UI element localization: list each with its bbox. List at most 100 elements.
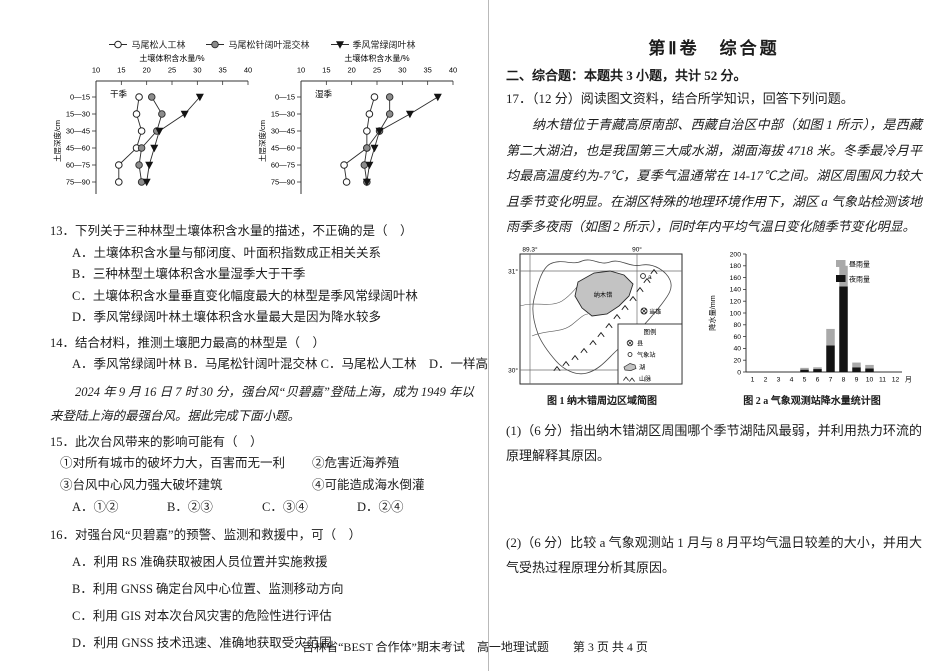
question-13-option-b: B．三种林型土壤体积含水量湿季大于干季 [72, 267, 306, 281]
lake-label: 纳木错 [594, 291, 613, 299]
question-16-stem: 16．对强台风“贝碧嘉”的预警、监测和救援中，可（ ） [50, 528, 362, 542]
x-tick-label: 30 [193, 66, 201, 75]
question-15-item-3: ③台风中心风力强大破坏建筑 [60, 477, 223, 492]
x-tick-label: 25 [168, 66, 176, 75]
month-label: 7 [829, 376, 833, 383]
marker-open-circle [115, 178, 123, 186]
question-15-item-4: ④可能造成海水倒灌 [312, 477, 425, 492]
figure-2-chart: 0 20 40 60 80 100 120 140 160 180 200 降水量/mm 1 2 3 4 5 6 7… [706, 244, 918, 408]
y-tick-label: 100 [730, 310, 742, 317]
longitude-label-2: 90° [632, 245, 642, 253]
depth-tick-label: 30—45 [66, 127, 90, 136]
month-label: 3 [777, 376, 781, 383]
marker-filled-triangle [195, 93, 204, 102]
marker-open-circle [132, 110, 141, 118]
map-legend-title: 图例 [644, 327, 657, 336]
legend-night-swatch [836, 274, 846, 282]
page-footer: 吉林省“BEST 合作体”期末考试 高一地理试题 第 3 页 共 4 页 [302, 640, 648, 654]
bar-night-rain [852, 366, 861, 372]
question-14-options: A．季风常绿阔叶林 B．马尾松针阔叶混交林 C．马尾松人工林 D．一样高 [72, 357, 488, 371]
question-15-stem: 15．此次台风带来的影响可能有（ ） [50, 434, 263, 449]
x-tick-label: 15 [117, 66, 125, 75]
question-13-option-a: A．土壤体积含水量与郁闭度、叶面积指数成正相关关系 [72, 245, 382, 260]
marker-open-circle [363, 127, 371, 135]
x-tick-label: 40 [244, 66, 252, 75]
question-17-figures: 89.3° 90° 31° 30° 纳木错 a [506, 244, 922, 408]
part-ii-title: 第Ⅱ卷 综合题 [648, 39, 780, 58]
legend-label: 马尾松人工林 [131, 40, 186, 50]
figure-1-map: 89.3° 90° 31° 30° 纳木错 a [506, 244, 698, 408]
series-line [343, 96, 375, 183]
namco-region-map: 89.3° 90° 31° 30° 纳木错 a [508, 245, 683, 384]
x-axis-title: 土壤体积含水量/% [139, 53, 204, 63]
bar-day-rain [800, 367, 809, 370]
bar-night-rain [800, 369, 809, 372]
marker-filled-triangle [362, 178, 371, 187]
depth-tick-label: 60—75 [271, 161, 295, 170]
mountain-mark [605, 322, 613, 328]
marker-filled-circle [137, 144, 146, 152]
marker-filled-circle [147, 93, 156, 101]
x-tick-label: 35 [423, 66, 431, 75]
x-axis-title: 土壤体积含水量/% [344, 53, 409, 63]
question-16: 16．对强台风“贝碧嘉”的预警、监测和救援中，可（ ） A．利用 RS 准确获取… [50, 522, 474, 657]
soil-moisture-chart-wet-season: 土壤体积含水量/% 10 15 20 25 30 35 40 0—15 15—30 30—45 45—… [257, 53, 457, 194]
month-label: 4 [790, 376, 794, 383]
y-axis-title: 降水量/mm [708, 295, 717, 331]
question-17-header: 17．（12 分）阅读图文资料，结合所学知识，回答下列问题。 [506, 91, 854, 106]
mountain-mark [589, 339, 597, 345]
legend-station-icon [627, 351, 633, 357]
legend-day-label: 昼雨量 [849, 260, 870, 268]
legend-label: 马尾松针阔叶混交林 [228, 40, 310, 50]
soil-moisture-figure: 马尾松人工林 马尾松针阔叶混交林 季风常绿阔叶林 土壤体积含水量/% 10 15 20 25… [50, 38, 474, 213]
marker-filled-triangle [370, 144, 379, 153]
marker-filled-triangle [155, 127, 164, 136]
y-tick-label: 80 [733, 322, 741, 329]
question-16-option-b: B．利用 GNSS 确定台风中心位置、监测移动方向 [72, 582, 344, 596]
figure-2-caption: 图 2 a 气象观测站降水量统计图 [743, 395, 881, 407]
legend-lake-icon [623, 362, 637, 371]
legend-county-icon [626, 339, 634, 346]
legend-mountain-icon [623, 375, 635, 382]
marker-open-circle [114, 40, 123, 49]
question-15: 15．此次台风带来的影响可能有（ ） ①对所有城市的破坏力大，百害而无一利 ②危… [50, 432, 474, 519]
latitude-label-1: 31° [508, 267, 518, 275]
question-13-stem: 13．下列关于三种林型土壤体积含水量的描述，不正确的是（ ） [50, 224, 413, 238]
mountain-mark [562, 360, 570, 366]
question-15-options: A．①② B．②③ C．③④ D．②④ [50, 496, 474, 518]
marker-filled-triangle [335, 41, 344, 49]
marker-filled-triangle [145, 161, 154, 170]
marker-open-circle [137, 127, 146, 135]
question-14-stem: 14．结合材料，推测土壤肥力最高的林型是（ ） [50, 335, 326, 350]
marker-filled-triangle [405, 110, 414, 119]
question-16-option-a: A．利用 RS 准确获取被困人员位置并实施救援 [72, 555, 328, 569]
mountain-mark [613, 313, 621, 319]
depth-tick-label: 45—60 [271, 144, 295, 153]
depth-tick-label: 15—30 [271, 110, 295, 119]
question-13-option-d: D．季风常绿阔叶林土壤体积含水量最大是因为降水较多 [72, 310, 382, 324]
question-17-passage: 纳木错位于青藏高原南部、西藏自治区中部（如图 1 所示），是西藏第二大湖泊，也是… [506, 117, 923, 234]
marker-filled-triangle [375, 127, 384, 136]
legend-county-label: 县 [637, 340, 643, 347]
y-tick-label: 0 [737, 369, 741, 376]
bar-day-rain [852, 362, 861, 367]
x-tick-label: 10 [297, 66, 305, 75]
filled-triangle-legend-icon [330, 41, 349, 49]
marker-filled-circle [363, 144, 371, 152]
month-label: 10 [866, 376, 874, 383]
depth-tick-label: 0—15 [275, 93, 295, 102]
marker-open-circle [370, 93, 379, 101]
legend-item: 马尾松人工林 [108, 38, 185, 51]
column-divider [488, 0, 489, 671]
month-unit-label: 月 [905, 375, 912, 383]
mountain-range [553, 268, 658, 371]
month-label: 1 [751, 376, 755, 383]
county-icon [640, 307, 648, 314]
y-axis-title: 土层深度/cm [52, 120, 62, 162]
question-15-option-d: D．②④ [357, 500, 404, 514]
question-13-option-c: C．土壤体积含水量垂直变化幅度最大的林型是季风常绿阔叶林 [72, 288, 418, 303]
mountain-mark [650, 268, 658, 274]
y-tick-label: 140 [730, 286, 742, 293]
x-tick-label: 30 [398, 66, 406, 75]
